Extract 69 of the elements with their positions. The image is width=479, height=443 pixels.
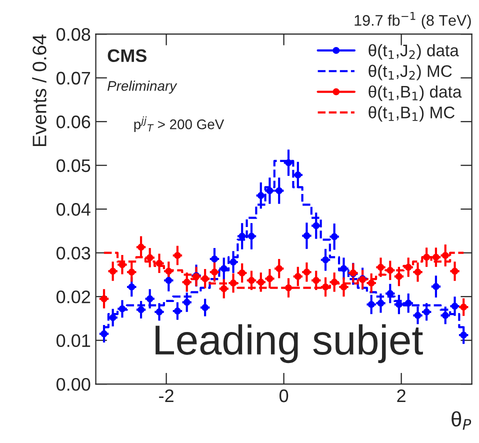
- point: [276, 265, 283, 272]
- point: [128, 283, 136, 290]
- point: [312, 276, 320, 284]
- y-tick-label: 0.01: [56, 334, 90, 348]
- point: [460, 304, 468, 311]
- point: [146, 254, 154, 262]
- point: [322, 256, 329, 264]
- point: [330, 233, 338, 240]
- x-tick-label: 2: [397, 389, 406, 402]
- x-axis-title: θ$_{P}$: [452, 411, 472, 430]
- legend-label: θ(t$_{1}$,B$_{1}$) MC: [368, 106, 455, 122]
- point: [220, 285, 228, 292]
- point: [340, 265, 348, 272]
- point: [183, 278, 190, 286]
- y-tick-label: 0.07: [56, 72, 90, 85]
- legend-label: θ(t$_{1}$,J$_{2}$) MC: [368, 64, 452, 80]
- point: [257, 192, 264, 200]
- point: [138, 244, 145, 251]
- point: [451, 302, 458, 310]
- y-tick-label: 0.02: [56, 290, 90, 304]
- point: [395, 272, 402, 280]
- point: [138, 306, 145, 314]
- point: [165, 276, 172, 284]
- point: [146, 295, 154, 302]
- point: [156, 260, 163, 267]
- point: [211, 255, 218, 262]
- point: [442, 312, 449, 319]
- point: [211, 268, 218, 276]
- y-tick-label: 0.08: [56, 28, 90, 41]
- point: [322, 283, 329, 290]
- x-tick-label: 0: [279, 389, 288, 402]
- legend-label: θ(t$_{1}$,B$_{1}$) data: [368, 85, 462, 101]
- legend-label: θ(t$_{1}$,J$_{2}$) data: [368, 44, 459, 60]
- annotation: Preliminary: [108, 80, 178, 94]
- point: [156, 308, 163, 316]
- point: [118, 305, 126, 312]
- annotation: CMS: [108, 49, 146, 62]
- point: [100, 295, 108, 302]
- y-tick-label: 0.00: [56, 378, 90, 391]
- y-axis-title: Events / 0.64: [32, 34, 46, 146]
- annotation: Leading subjet: [156, 324, 423, 364]
- point: [128, 268, 136, 276]
- y-tick-label: 0.06: [56, 116, 90, 128]
- point: [303, 268, 310, 276]
- y-tick-label: 0.04: [56, 203, 90, 216]
- point: [109, 268, 116, 275]
- chart-title: 19.7 fb$^{−1}$ (8 TeV): [354, 12, 471, 29]
- point: [303, 232, 310, 240]
- point: [294, 272, 302, 280]
- point: [183, 298, 190, 306]
- point: [285, 159, 292, 166]
- point: [100, 330, 108, 338]
- y-tick-label: 0.03: [56, 246, 90, 260]
- x-tick-label: -2: [159, 389, 174, 402]
- point: [165, 268, 172, 275]
- point: [404, 264, 412, 271]
- point: [312, 222, 320, 230]
- annotation: p$^{jj}$$_{T}$ > 200 GeV: [134, 116, 224, 132]
- point: [220, 265, 228, 272]
- point: [340, 283, 348, 290]
- point: [174, 252, 181, 259]
- point: [238, 269, 246, 276]
- y-tick-label: 0.05: [56, 159, 90, 172]
- point: [451, 268, 458, 275]
- point: [285, 284, 292, 292]
- point: [460, 332, 468, 339]
- point: [330, 278, 338, 286]
- point: [414, 268, 422, 276]
- point: [109, 314, 116, 322]
